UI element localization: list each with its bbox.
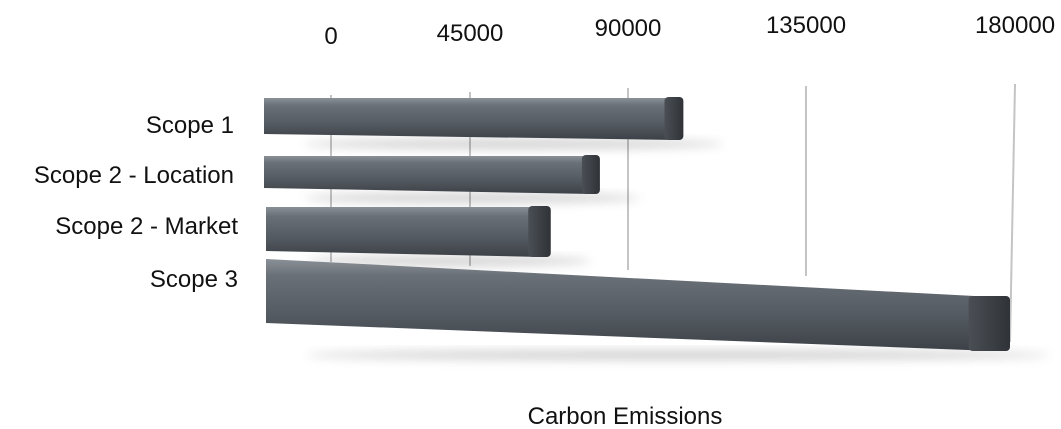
bar-end-cap [664,97,684,140]
x-tick-label: 135000 [766,12,846,39]
x-tick-label: 180000 [975,12,1055,39]
bar-shadows [304,139,1050,360]
bar-shadow [306,256,591,266]
bar-3 [266,259,994,351]
bar-end-cap [581,155,600,194]
category-labels: Scope 1 Scope 2 - Location Scope 2 - Marke… [34,112,238,293]
bars [264,97,1010,351]
x-tick-label: 90000 [595,15,662,42]
category-label: Scope 2 - Market [55,213,238,240]
x-tick-label: 0 [324,23,337,50]
bar-end-cap [528,206,551,257]
gridline-4 [1009,83,1016,343]
bar-1 [264,156,593,194]
x-axis-title: Carbon Emissions [528,403,723,429]
x-tick-label: 45000 [437,20,504,47]
bar-shadow [306,350,1050,360]
bar-2 [266,207,542,257]
bar-end-cap [968,296,1010,351]
bar-shadow [304,193,640,203]
category-label: Scope 2 - Location [34,162,234,189]
bar-shadow [304,139,724,149]
category-label: Scope 3 [150,266,238,293]
bar-0 [264,98,676,140]
x-tick-labels: 0 45000 90000 135000 180000 [324,12,1055,50]
category-label: Scope 1 [146,112,234,139]
